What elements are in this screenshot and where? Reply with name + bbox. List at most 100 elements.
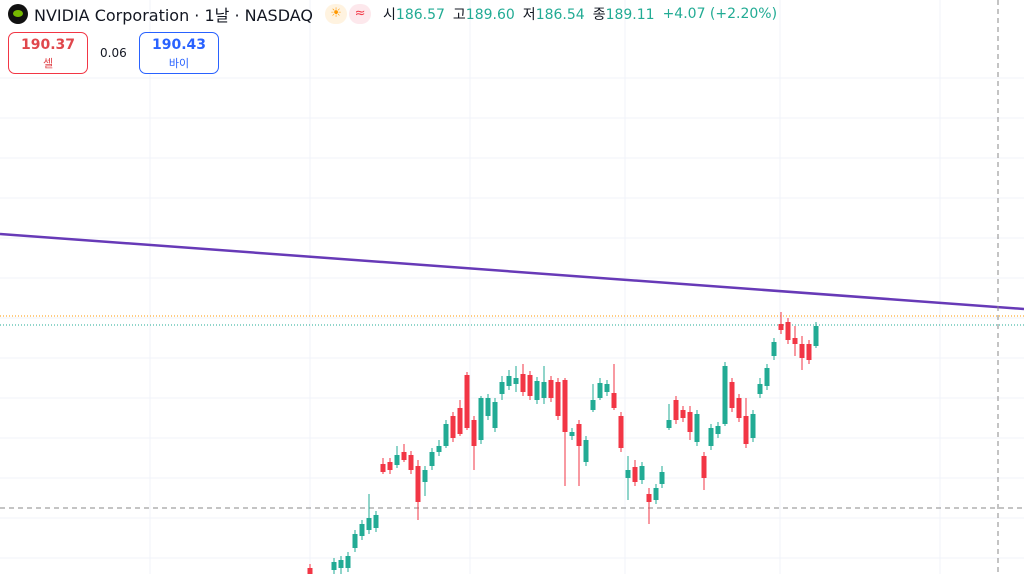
ohlc-label: 시 xyxy=(383,7,396,23)
ohlc-item: 고189.60 xyxy=(453,7,515,23)
candle-body xyxy=(387,462,393,470)
candle-body xyxy=(590,400,596,410)
candle-body xyxy=(345,556,351,568)
ohlc-item: 저186.54 xyxy=(523,7,585,23)
buy-button[interactable]: 190.43 바이 xyxy=(139,32,219,74)
candle-body xyxy=(415,466,421,502)
ohlc: 시186.57 고189.60 저186.54 종189.11 xyxy=(383,4,663,24)
candle-body xyxy=(541,382,547,398)
symbol-title[interactable]: NVIDIA Corporation · 1날 · NASDAQ xyxy=(34,6,314,25)
candle-body xyxy=(506,376,512,386)
candle-body xyxy=(471,420,477,446)
buy-price: 190.43 xyxy=(151,37,207,53)
ohlc-item: 시186.57 xyxy=(383,7,445,23)
candle-body xyxy=(492,402,498,428)
candle-body xyxy=(562,380,568,432)
candle-body xyxy=(450,416,456,438)
candle-body xyxy=(485,398,491,416)
candle-body xyxy=(764,368,770,386)
candle-body xyxy=(625,470,631,478)
candle-body xyxy=(750,414,756,438)
candle-body xyxy=(555,382,561,416)
candle-body xyxy=(604,384,610,392)
candle-body xyxy=(307,568,313,574)
candle-body xyxy=(715,426,721,434)
ohlc-label: 종 xyxy=(592,7,606,23)
candle-body xyxy=(673,400,679,420)
candle-body xyxy=(422,470,428,482)
candle-body xyxy=(373,515,379,528)
candle-body xyxy=(611,393,617,408)
candle-body xyxy=(618,416,624,448)
candle-body xyxy=(457,408,463,434)
ohlc-value: 186.57 xyxy=(395,7,445,23)
candle-body xyxy=(401,452,407,460)
change: +4.07 (+2.20%) xyxy=(662,6,778,22)
candle-body xyxy=(653,488,659,500)
ohlc-label: 저 xyxy=(522,7,536,23)
candle-body xyxy=(701,456,707,478)
candle-body xyxy=(708,428,714,446)
candle-body xyxy=(806,344,812,360)
candle-body xyxy=(785,322,791,340)
candle-body xyxy=(646,494,652,502)
candle-body xyxy=(659,472,665,484)
candle-body xyxy=(527,375,533,396)
candle-body xyxy=(722,366,728,424)
candle-body xyxy=(548,380,554,398)
sell-price: 190.37 xyxy=(20,37,76,53)
candle-body xyxy=(771,342,777,356)
candle-body xyxy=(792,338,798,344)
status-icons: ☀ ≈ xyxy=(325,4,372,24)
candle-body xyxy=(576,424,582,446)
ohlc-item: 종189.11 xyxy=(593,7,655,23)
candle-body xyxy=(778,324,784,330)
ohlc-value: 186.54 xyxy=(535,7,585,23)
ohlc-value: 189.60 xyxy=(465,7,515,23)
candle-body xyxy=(366,518,372,530)
candle-body xyxy=(436,446,442,452)
candle-body xyxy=(464,375,470,428)
candle-body xyxy=(729,382,735,408)
candle-body xyxy=(520,374,526,392)
candle-body xyxy=(429,452,435,466)
candle-body xyxy=(331,562,337,570)
candle-body xyxy=(394,455,400,465)
buy-label: 바이 xyxy=(168,57,190,70)
candle-body xyxy=(632,467,638,482)
candle-body xyxy=(380,464,386,472)
ohlc-value: 189.11 xyxy=(605,7,655,23)
ohlc-label: 고 xyxy=(452,7,466,23)
candle-body xyxy=(513,378,519,384)
candle-body xyxy=(359,524,365,536)
candle-body xyxy=(478,398,484,440)
candle-body xyxy=(736,398,742,418)
candle-body xyxy=(743,416,749,444)
candle-body xyxy=(666,420,672,428)
candle-body xyxy=(338,560,344,568)
candle-body xyxy=(534,381,540,400)
data-icon[interactable]: ≈ xyxy=(349,4,372,24)
market-icon[interactable]: ☀ xyxy=(325,4,348,24)
candle-body xyxy=(408,455,414,470)
candle-body xyxy=(680,410,686,418)
trend-line xyxy=(0,232,1024,311)
candle-body xyxy=(499,382,505,394)
spread: 0.06 xyxy=(100,46,127,60)
candle-body xyxy=(569,432,575,436)
candle-body xyxy=(352,534,358,548)
sell-button[interactable]: 190.37 셀 xyxy=(8,32,88,74)
candle-body xyxy=(813,326,819,346)
symbol-header: NVIDIA Corporation · 1날 · NASDAQ ☀ ≈ 시186… xyxy=(8,2,777,26)
candle-body xyxy=(443,424,449,446)
candle-body xyxy=(583,440,589,462)
candle-body xyxy=(799,344,805,358)
candle-body xyxy=(757,384,763,394)
sell-label: 셀 xyxy=(42,57,54,70)
candle-body xyxy=(687,412,693,432)
candle-body xyxy=(694,414,700,442)
logo xyxy=(8,4,28,24)
candle-body xyxy=(597,383,603,398)
